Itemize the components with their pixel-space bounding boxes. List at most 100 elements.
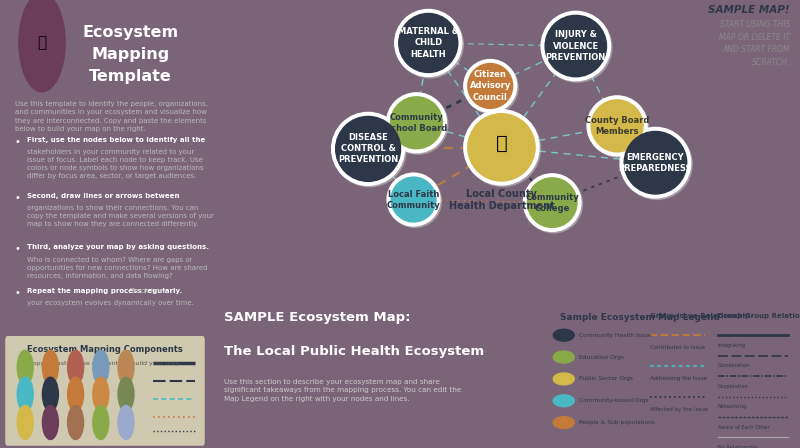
Text: Who is connected to whom? Where are gaps or
opportunities for new connections? H: Who is connected to whom? Where are gaps…: [27, 257, 208, 279]
Text: •: •: [14, 244, 21, 254]
Circle shape: [466, 61, 518, 114]
Text: Coordination: Coordination: [718, 363, 750, 368]
Circle shape: [468, 114, 535, 181]
Text: stakeholders in your community related to your
issue of focus. Label each node t: stakeholders in your community related t…: [27, 149, 204, 179]
Circle shape: [18, 405, 33, 439]
Circle shape: [93, 377, 109, 411]
Circle shape: [333, 114, 406, 187]
Text: SAMPLE Ecosystem Map:: SAMPLE Ecosystem Map:: [224, 311, 410, 324]
Circle shape: [391, 177, 436, 222]
Text: Use this template to identify the people, organizations,
and communities in your: Use this template to identify the people…: [14, 101, 208, 132]
Text: 💡: 💡: [38, 35, 46, 50]
Circle shape: [554, 373, 574, 385]
Circle shape: [42, 405, 58, 439]
Circle shape: [398, 13, 458, 73]
Circle shape: [68, 405, 83, 439]
Text: 🏢: 🏢: [495, 134, 507, 153]
Text: Integrating: Integrating: [718, 343, 746, 348]
Circle shape: [554, 417, 574, 429]
FancyBboxPatch shape: [6, 336, 205, 446]
Circle shape: [554, 395, 574, 407]
Text: Sample Ecosystem Map Legend: Sample Ecosystem Map Legend: [560, 313, 720, 322]
Text: People & Sub-populations: People & Sub-populations: [578, 420, 654, 425]
Text: •: •: [14, 288, 21, 297]
Circle shape: [336, 116, 401, 181]
Circle shape: [620, 127, 690, 198]
Circle shape: [554, 329, 574, 341]
Text: Template: Template: [89, 69, 171, 84]
Circle shape: [554, 351, 574, 363]
Text: Community-based Orgs: Community-based Orgs: [578, 398, 648, 403]
Circle shape: [464, 60, 517, 112]
Text: The Local Public Health Ecosystem: The Local Public Health Ecosystem: [224, 345, 484, 358]
Text: Third, analyze your map by asking questions.: Third, analyze your map by asking questi…: [27, 244, 210, 250]
Circle shape: [118, 405, 134, 439]
Text: Mapping: Mapping: [91, 47, 170, 62]
Text: •: •: [14, 137, 21, 146]
Circle shape: [118, 350, 134, 384]
Circle shape: [624, 131, 686, 194]
Text: EMERGENCY
PREPAREDNESS: EMERGENCY PREPAREDNESS: [618, 153, 692, 173]
Text: Addressing the Issue: Addressing the Issue: [650, 376, 707, 381]
Text: Local Faith
Community: Local Faith Community: [386, 190, 441, 210]
Text: Community
School Board: Community School Board: [386, 113, 448, 133]
Text: Networking: Networking: [718, 404, 746, 409]
Circle shape: [42, 377, 58, 411]
Circle shape: [468, 64, 513, 108]
Text: Track how: Track how: [128, 288, 166, 293]
Circle shape: [93, 405, 109, 439]
Text: County Board
Members: County Board Members: [585, 116, 650, 136]
Circle shape: [541, 11, 610, 81]
Text: •: •: [14, 193, 21, 202]
Text: your ecosystem evolves dynamically over time.: your ecosystem evolves dynamically over …: [27, 300, 194, 306]
Text: Cooperation: Cooperation: [718, 384, 748, 389]
Text: Group-Group Relationship: Group-Group Relationship: [718, 313, 800, 319]
Circle shape: [387, 173, 440, 226]
Text: Education Orgs: Education Orgs: [578, 354, 624, 360]
Text: Contributes to Issue: Contributes to Issue: [650, 345, 705, 350]
Text: Community Health Issue: Community Health Issue: [578, 333, 651, 338]
Circle shape: [589, 97, 649, 157]
Text: INJURY &
VIOLENCE
PREVENTION: INJURY & VIOLENCE PREVENTION: [546, 30, 606, 62]
Text: Public Sector Orgs: Public Sector Orgs: [578, 376, 633, 381]
Circle shape: [527, 178, 577, 228]
Circle shape: [332, 112, 405, 185]
Text: Copy & paste these elements to build your map.: Copy & paste these elements to build you…: [28, 361, 182, 366]
Text: Community
College: Community College: [526, 193, 579, 213]
Circle shape: [42, 350, 58, 384]
Circle shape: [466, 111, 541, 186]
Circle shape: [591, 100, 643, 152]
Circle shape: [118, 377, 134, 411]
Circle shape: [389, 175, 442, 228]
Circle shape: [542, 13, 612, 82]
Circle shape: [525, 175, 582, 233]
Circle shape: [68, 377, 83, 411]
Circle shape: [464, 110, 539, 185]
Text: First, use the nodes below to identify all the: First, use the nodes below to identify a…: [27, 137, 206, 142]
Text: Ecosystem Mapping Components: Ecosystem Mapping Components: [27, 345, 183, 354]
Circle shape: [19, 0, 65, 92]
Circle shape: [622, 129, 692, 199]
Circle shape: [523, 174, 581, 232]
Circle shape: [18, 350, 33, 384]
Text: DISEASE
CONTROL &
PREVENTION: DISEASE CONTROL & PREVENTION: [338, 134, 398, 164]
Text: START USING THIS
MAP OR DELETE IT
AND START FROM
SCRATCH.: START USING THIS MAP OR DELETE IT AND ST…: [719, 20, 790, 66]
Circle shape: [395, 9, 462, 77]
Text: No Relationship: No Relationship: [718, 445, 757, 448]
Text: organizations to show their connections. You can
copy the template and make seve: organizations to show their connections.…: [27, 205, 214, 227]
Circle shape: [93, 350, 109, 384]
Circle shape: [545, 15, 606, 77]
Circle shape: [18, 377, 33, 411]
Text: MATERNAL &
CHILD
HEALTH: MATERNAL & CHILD HEALTH: [398, 27, 459, 59]
Circle shape: [396, 11, 463, 78]
Text: Local County
Health Department: Local County Health Department: [449, 189, 554, 211]
Text: Second, draw lines or arrows between: Second, draw lines or arrows between: [27, 193, 180, 198]
Text: Repeat the mapping process regularly.: Repeat the mapping process regularly.: [27, 288, 182, 293]
Text: Ecosystem: Ecosystem: [82, 25, 178, 39]
Circle shape: [386, 93, 446, 153]
Text: Affected by the Issue: Affected by the Issue: [650, 407, 708, 412]
Text: Aware of Each Other: Aware of Each Other: [718, 425, 769, 430]
Text: Group-Issue Relationship: Group-Issue Relationship: [650, 313, 750, 319]
Circle shape: [587, 96, 647, 156]
Circle shape: [68, 350, 83, 384]
